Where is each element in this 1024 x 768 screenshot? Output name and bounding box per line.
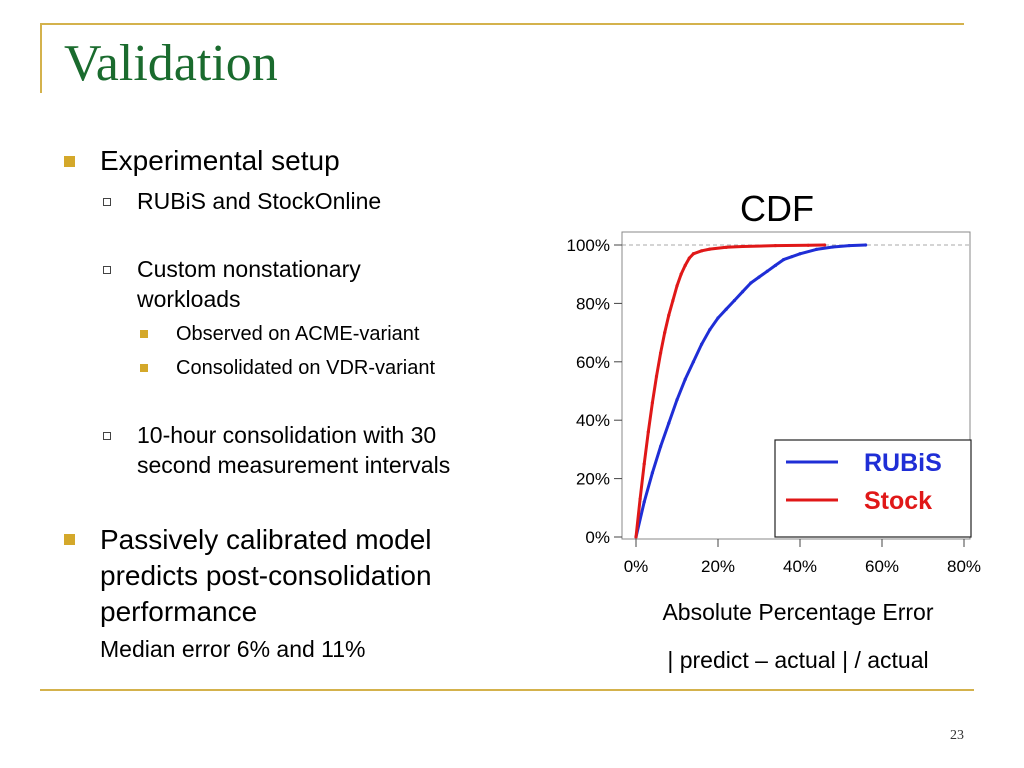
- frame-left-rule: [40, 23, 42, 93]
- slide-title: Validation: [64, 35, 278, 92]
- data-point-rubis: [798, 252, 802, 256]
- data-point-stock: [806, 243, 810, 247]
- data-point-rubis: [847, 243, 851, 248]
- data-point-rubis: [691, 360, 695, 364]
- data-point-stock: [659, 351, 663, 355]
- y-tick-label: 20%: [576, 470, 610, 489]
- data-point-stock: [741, 244, 745, 249]
- frame-top-rule: [40, 23, 964, 25]
- bullet-experimental-setup: Experimental setup: [64, 144, 340, 178]
- bullet-square-icon: [140, 330, 148, 338]
- data-point-stock: [642, 462, 646, 466]
- legend-box: [774, 439, 972, 538]
- data-point-rubis: [782, 258, 786, 262]
- frame-bottom-rule: [40, 689, 974, 691]
- plot-frame: [621, 231, 971, 540]
- y-tick-label: 0%: [585, 528, 610, 547]
- sub-bullet-consolidation: 10-hour consolidation with 30 second mea…: [103, 420, 450, 480]
- legend-label-rubis: RUBiS: [864, 449, 942, 477]
- data-point-rubis: [814, 247, 818, 251]
- data-point-rubis: [675, 398, 679, 402]
- bullet-text: Consolidated on VDR-variant: [176, 357, 436, 379]
- data-point-rubis: [650, 471, 654, 475]
- bullet-text: RUBiS and StockOnline: [137, 188, 382, 214]
- y-tick-label: 80%: [576, 294, 610, 313]
- data-point-stock: [650, 401, 654, 405]
- chart-title: CDF: [740, 188, 814, 229]
- bullet-hollow-square-icon: [103, 432, 111, 440]
- bullet-text: Custom nonstationary workloads: [137, 256, 361, 312]
- bullet-text: 10-hour consolidation with 30 second mea…: [137, 422, 451, 478]
- sub-bullet-workloads: Custom nonstationary workloads: [103, 254, 361, 314]
- x-tick-label: 0%: [624, 557, 649, 576]
- bullet-passively-calibrated: Passively calibrated model predicts post…: [64, 522, 432, 630]
- data-point-rubis: [864, 243, 868, 247]
- data-point-rubis: [757, 275, 761, 279]
- data-point-rubis: [667, 421, 671, 425]
- legend-label-stock: Stock: [864, 487, 932, 515]
- sub-sub-bullet-acme: Observed on ACME-variant: [140, 321, 419, 347]
- data-point-stock: [691, 252, 695, 256]
- bullet-square-icon: [140, 364, 148, 372]
- data-point-stock: [700, 249, 704, 253]
- sub-sub-bullet-vdr: Consolidated on VDR-variant: [140, 355, 435, 381]
- x-tick-label: 20%: [701, 557, 735, 576]
- data-point-stock: [773, 243, 777, 248]
- data-point-stock: [663, 331, 667, 335]
- bullet-hollow-square-icon: [103, 266, 111, 274]
- data-point-stock: [675, 284, 679, 288]
- data-point-stock: [823, 243, 827, 247]
- series-line-stock: [634, 243, 825, 538]
- bullet-text: Experimental setup: [100, 145, 340, 176]
- bullet-square-icon: [64, 534, 75, 545]
- x-tick-label: 40%: [783, 557, 817, 576]
- x-tick-label: 60%: [865, 557, 899, 576]
- bullet-hollow-square-icon: [103, 198, 111, 206]
- bullet-text: Passively calibrated model predicts post…: [100, 524, 432, 627]
- data-point-rubis: [700, 342, 704, 346]
- data-point-stock: [667, 313, 671, 317]
- data-point-stock: [646, 430, 650, 434]
- data-point-rubis: [765, 269, 769, 273]
- x-tick-label: 80%: [947, 557, 981, 576]
- x-axis-label: Absolute Percentage Error: [662, 599, 934, 625]
- data-point-rubis: [773, 263, 777, 268]
- sub-bullet-rubis-stockonline: RUBiS and StockOnline: [103, 186, 381, 216]
- data-point-rubis: [724, 307, 728, 311]
- data-point-stock: [683, 263, 687, 268]
- x-axis-label-formula: | predict – actual | / actual: [667, 647, 929, 673]
- page-number: 23: [950, 728, 964, 743]
- y-tick-label: 40%: [576, 411, 610, 430]
- y-tick-label: 100%: [567, 236, 610, 255]
- data-point-rubis: [642, 500, 646, 504]
- data-point-stock: [634, 535, 638, 539]
- data-point-rubis: [749, 281, 753, 285]
- data-point-stock: [687, 256, 691, 260]
- data-point-rubis: [790, 255, 794, 259]
- data-point-rubis: [732, 298, 736, 303]
- data-point-rubis: [708, 328, 712, 332]
- data-point-rubis: [716, 316, 720, 320]
- bullet-text: Observed on ACME-variant: [176, 323, 420, 345]
- data-point-rubis: [683, 377, 687, 381]
- chart-legend: RUBiS Stock: [774, 439, 972, 538]
- data-point-stock: [671, 298, 675, 303]
- cdf-chart: 0% 20% 40% 60% 80% 100% 0% 20% 40% 60% 80% RUBiS …: [567, 231, 981, 576]
- data-point-rubis: [831, 245, 835, 249]
- data-point-stock: [724, 245, 728, 249]
- data-point-stock: [654, 374, 659, 378]
- data-point-rubis: [741, 290, 745, 294]
- y-tick-label: 60%: [576, 353, 610, 372]
- data-point-stock: [708, 247, 712, 251]
- bullet-square-icon: [64, 156, 75, 167]
- data-point-rubis: [659, 444, 663, 449]
- median-error-note: Median error 6% and 11%: [100, 636, 366, 662]
- data-point-stock: [638, 497, 642, 501]
- data-point-stock: [679, 272, 683, 276]
